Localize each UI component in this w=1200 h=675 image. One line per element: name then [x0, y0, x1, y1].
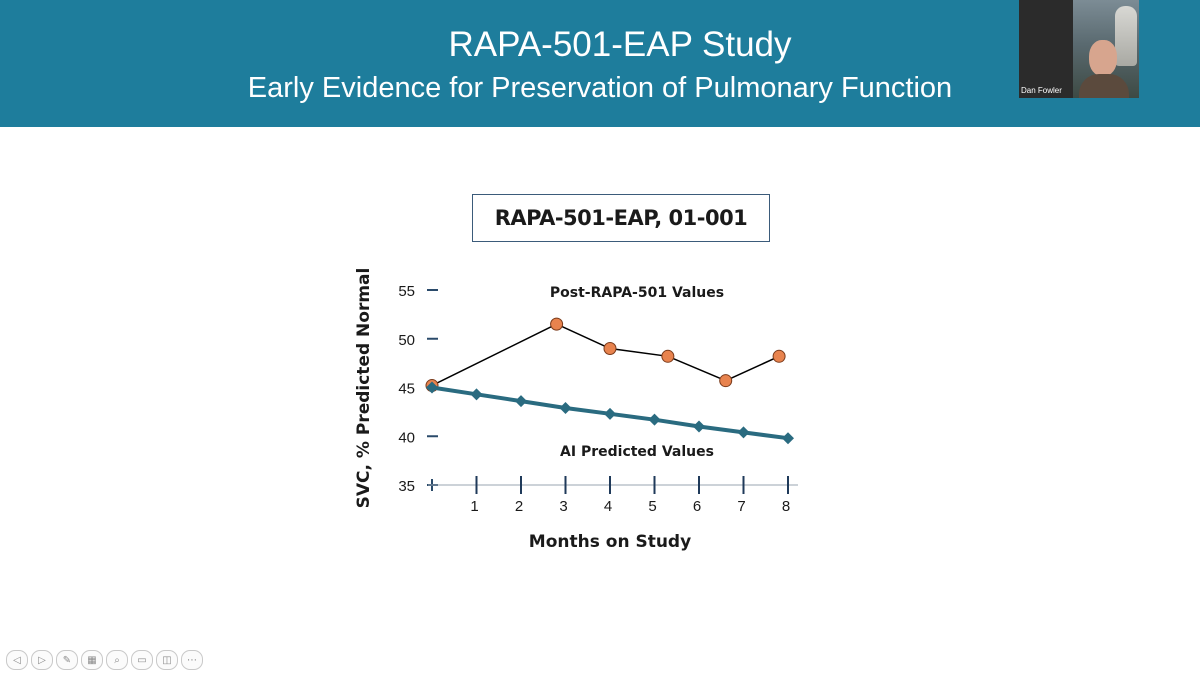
y-tick-label: 45 — [398, 381, 415, 398]
camera-icon: ◫ — [162, 654, 172, 666]
more-icon: ⋯ — [187, 654, 197, 666]
chart-title-box: RAPA-501-EAP, 01-001 — [472, 194, 770, 242]
x-tick-label: 5 — [648, 498, 656, 515]
chart-title: RAPA-501-EAP, 01-001 — [494, 206, 748, 230]
zoom-button[interactable]: ⌕ — [106, 650, 128, 670]
ai-predicted-point — [782, 432, 794, 445]
participant-face — [1089, 40, 1117, 76]
post-rapa-point — [772, 349, 786, 363]
slides-button[interactable]: ▦ — [81, 650, 103, 670]
post-rapa-point — [661, 349, 675, 363]
forward-button[interactable]: ▷ — [31, 650, 53, 670]
slide-title: RAPA-501-EAP Study — [448, 25, 792, 64]
participant-body — [1079, 74, 1129, 98]
subtitles-icon: ▭ — [137, 654, 147, 666]
y-axis-label: SVC, % Predicted Normal — [354, 268, 374, 509]
ai-predicted-point — [426, 381, 438, 394]
slide-subtitle: Early Evidence for Preservation of Pulmo… — [247, 72, 953, 104]
post-rapa-point — [603, 342, 617, 355]
ai-predicted-point — [737, 426, 750, 439]
more-button[interactable]: ⋯ — [181, 650, 203, 670]
y-tick-label: 40 — [398, 429, 415, 446]
back-button[interactable]: ◁ — [6, 650, 28, 670]
participant-name: Dan Fowler — [1021, 86, 1062, 95]
post-rapa-point — [550, 317, 564, 331]
video-scene — [1073, 0, 1139, 98]
chart-series — [425, 317, 794, 445]
x-tick-label: 2 — [515, 498, 523, 515]
ai-predicted-point — [470, 388, 483, 401]
back-icon: ◁ — [13, 654, 21, 666]
slides-icon: ▦ — [87, 654, 97, 666]
ai-predicted-point — [559, 401, 572, 414]
x-tick-label: 4 — [604, 498, 612, 515]
ai-predicted-point — [604, 407, 616, 420]
x-tick-label: 1 — [470, 498, 478, 515]
camera-button[interactable]: ◫ — [156, 650, 178, 670]
y-tick-label: 50 — [398, 332, 415, 349]
y-tick-label: 35 — [398, 478, 415, 495]
forward-icon: ▷ — [38, 654, 46, 666]
x-axis-label: Months on Study — [529, 532, 691, 552]
post-rapa-line — [431, 323, 780, 387]
presentation-toolbar: ◁ ▷ ✎ ▦ ⌕ ▭ ◫ ⋯ — [6, 650, 203, 670]
ai-predicted-point — [515, 395, 527, 408]
x-tick-label: 3 — [559, 498, 567, 515]
statue-figure — [1115, 6, 1137, 66]
post-rapa-point — [719, 374, 733, 388]
zoom-icon: ⌕ — [114, 654, 120, 666]
pen-icon: ✎ — [62, 654, 72, 666]
title-banner — [0, 0, 1200, 127]
participant-video[interactable]: Dan Fowler — [1019, 0, 1139, 98]
x-tick-label: 6 — [693, 498, 701, 515]
subtitles-button[interactable]: ▭ — [131, 650, 153, 670]
post-rapa-annotation: Post-RAPA-501 Values — [550, 285, 724, 301]
x-tick-label: 8 — [782, 498, 790, 515]
ai-predicted-point — [648, 413, 661, 426]
x-tick-label: 7 — [737, 498, 745, 515]
ai-predicted-point — [693, 420, 705, 433]
pen-button[interactable]: ✎ — [56, 650, 78, 670]
ai-predicted-annotation: AI Predicted Values — [560, 444, 714, 460]
y-tick-label: 55 — [398, 283, 415, 300]
